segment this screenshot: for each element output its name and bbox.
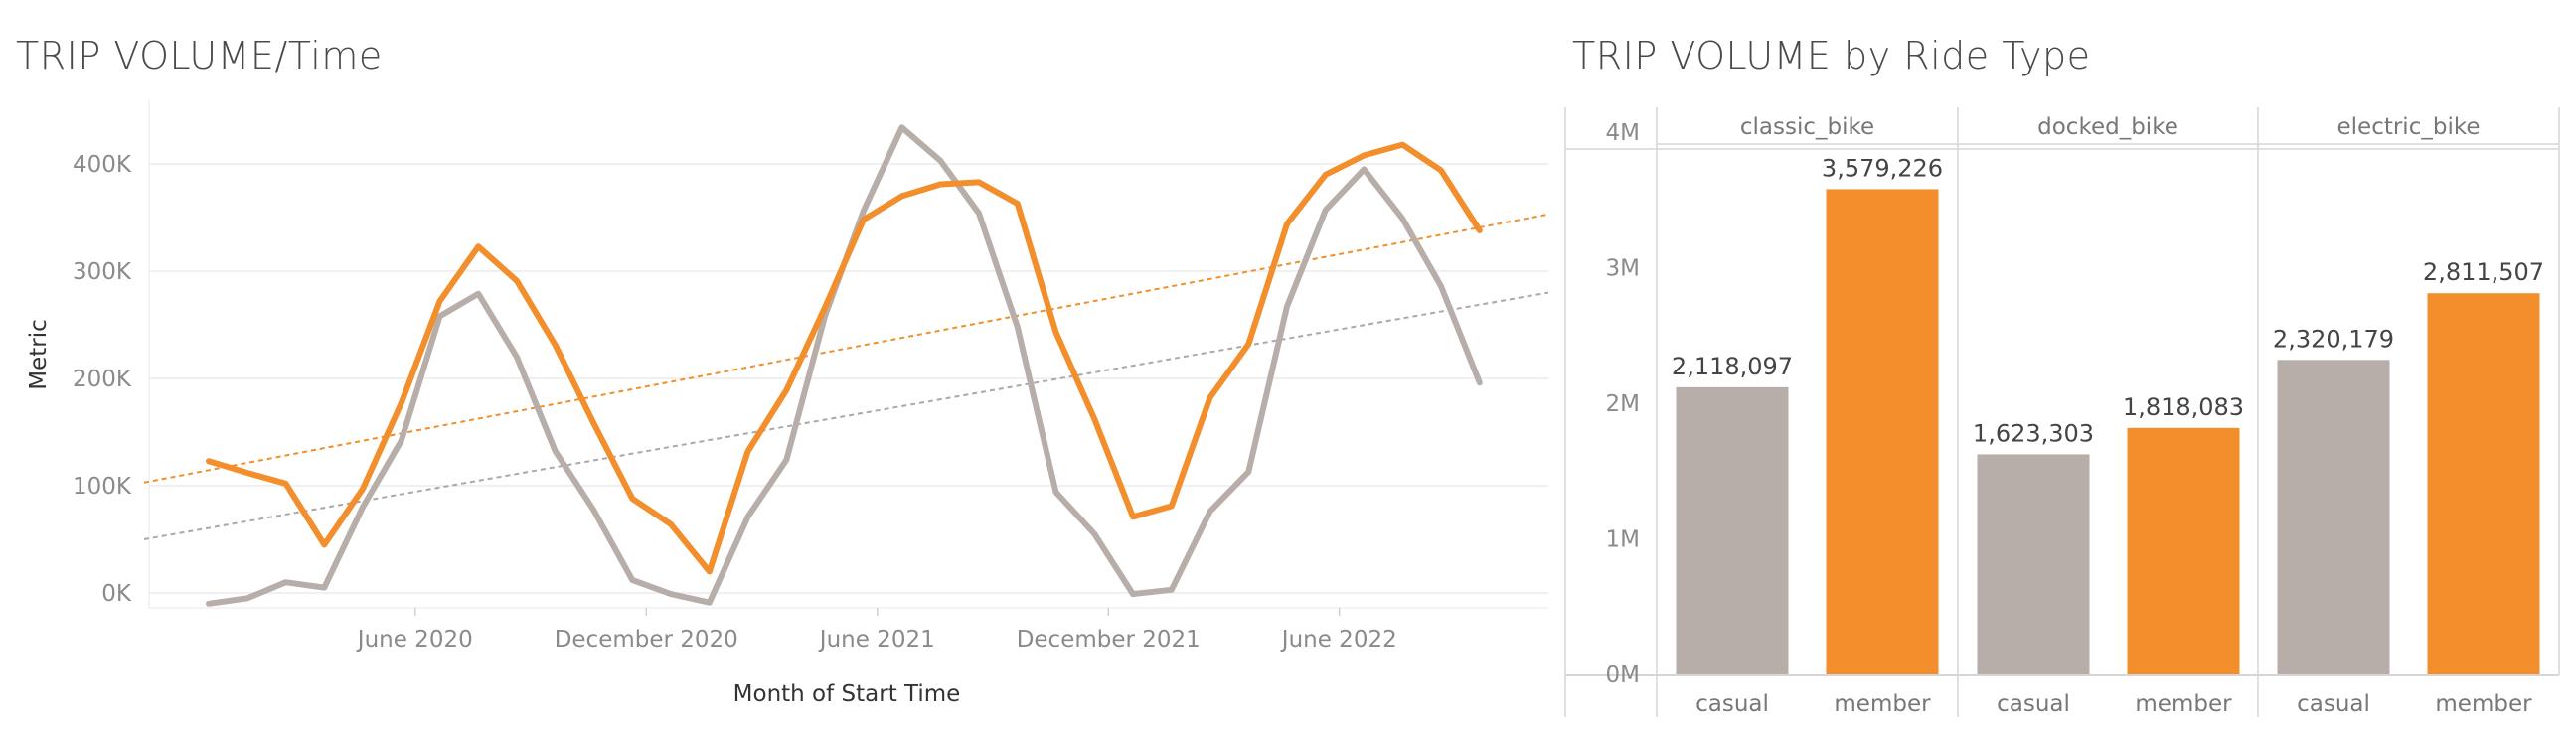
- y-tick-label: 1M: [1606, 527, 1640, 553]
- y-tick-label: 300K: [73, 259, 132, 285]
- bar-value-label: 3,579,226: [1822, 154, 1943, 182]
- x-category-label-member: member: [2135, 691, 2232, 717]
- x-tick-label: December 2020: [555, 627, 738, 653]
- line-chart: 0K 100K 200K 300K 400K June 2020 December 2020…: [26, 99, 1549, 707]
- y-tick-label: 4M: [1606, 120, 1640, 146]
- bar-electric-bike-member: [2427, 293, 2540, 674]
- y-tick-label: 0K: [101, 581, 132, 607]
- line-chart-title: TRIP VOLUME/Time: [16, 34, 383, 77]
- member-trend-line: [143, 213, 1549, 484]
- x-category-label-member: member: [2435, 691, 2532, 717]
- bar-chart: 0M 1M 2M 3M 4M classic_bike 2,118,097 casual 3,5…: [1564, 107, 2560, 717]
- x-tick-label: June 2020: [356, 627, 473, 653]
- panel-header-classic-bike: classic_bike: [1740, 114, 1874, 140]
- y-tick-label: 400K: [73, 152, 132, 178]
- bar-value-label: 1,623,303: [1973, 419, 2094, 447]
- casual-series-line: [206, 124, 1483, 607]
- y-tick-label: 100K: [73, 474, 132, 500]
- panel-header-docked-bike: docked_bike: [2037, 114, 2178, 140]
- member-series-line: [206, 141, 1483, 575]
- bar-electric-bike-casual: [2277, 360, 2390, 674]
- y-tick-label: 2M: [1606, 391, 1640, 417]
- bar-docked-bike-member: [2127, 427, 2240, 674]
- x-category-label-casual: casual: [1997, 691, 2070, 717]
- y-tick-label: 0M: [1606, 663, 1640, 688]
- x-tick-label: December 2021: [1017, 627, 1201, 653]
- x-tick-label: June 2021: [818, 627, 935, 653]
- bar-value-label: 1,818,083: [2123, 393, 2244, 421]
- bar-value-label: 2,811,507: [2423, 258, 2544, 286]
- bar-chart-title: TRIP VOLUME by Ride Type: [1572, 34, 2091, 77]
- bar-classic-bike-casual: [1676, 386, 1789, 674]
- panel-header-electric-bike: electric_bike: [2337, 114, 2481, 140]
- y-tick-label: 3M: [1606, 256, 1640, 282]
- x-category-label-casual: casual: [1695, 691, 1769, 717]
- y-tick-label: 200K: [73, 367, 132, 392]
- bar-value-label: 2,320,179: [2273, 325, 2394, 353]
- x-category-label-casual: casual: [2297, 691, 2370, 717]
- x-tick-label: June 2022: [1280, 627, 1397, 653]
- bar-docked-bike-casual: [1977, 454, 2090, 674]
- bar-classic-bike-member: [1826, 189, 1939, 674]
- x-category-label-member: member: [1834, 691, 1931, 717]
- y-axis-title: Metric: [26, 319, 52, 390]
- bar-value-label: 2,118,097: [1672, 353, 1793, 380]
- x-axis-title: Month of Start Time: [733, 681, 961, 707]
